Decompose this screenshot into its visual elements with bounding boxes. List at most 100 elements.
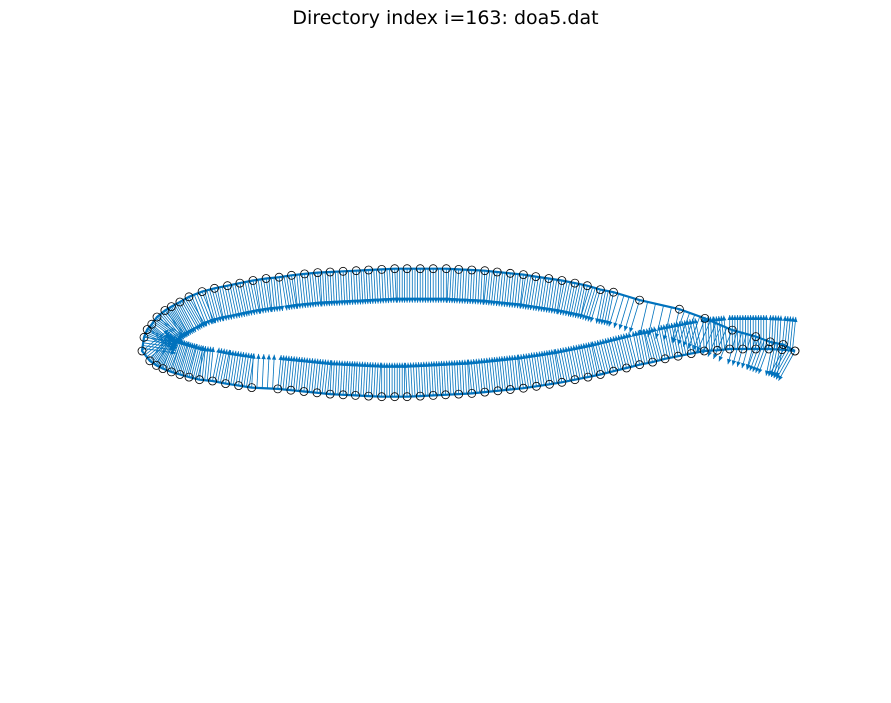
surface-point-marker bbox=[175, 370, 185, 379]
normal-arrow-head bbox=[793, 316, 798, 323]
surface-point-marker bbox=[532, 381, 541, 391]
normal-arrow bbox=[467, 269, 470, 304]
normal-arrow bbox=[415, 362, 418, 397]
normal-arrow bbox=[171, 339, 182, 373]
surface-point-marker bbox=[480, 387, 490, 397]
normal-arrow-head bbox=[513, 302, 518, 308]
surface-point-marker bbox=[166, 302, 176, 312]
normal-arrow bbox=[394, 268, 397, 303]
surface-point-marker bbox=[622, 363, 631, 373]
normal-arrow bbox=[322, 272, 325, 307]
normal-arrow bbox=[340, 271, 343, 306]
normal-arrow bbox=[684, 320, 692, 354]
normal-arrow bbox=[431, 361, 434, 396]
surface-point-marker bbox=[712, 345, 722, 355]
normal-arrow-head bbox=[196, 324, 201, 330]
normal-arrow bbox=[191, 295, 205, 328]
surface-point-marker bbox=[390, 264, 400, 274]
normal-arrow bbox=[301, 274, 306, 309]
normal-arrow bbox=[554, 348, 563, 383]
normal-arrow bbox=[177, 341, 189, 375]
normal-arrow bbox=[646, 328, 656, 362]
normal-arrow bbox=[553, 280, 560, 314]
normal-arrow bbox=[681, 320, 689, 355]
surface-point-marker bbox=[313, 268, 323, 278]
normal-arrow bbox=[185, 343, 196, 377]
normal-arrow bbox=[220, 349, 228, 383]
normal-arrow bbox=[329, 360, 333, 395]
normal-arrow bbox=[363, 270, 366, 305]
normal-arrow bbox=[278, 277, 283, 312]
normal-arrow bbox=[553, 349, 560, 383]
normal-arrow bbox=[167, 338, 181, 371]
surface-point-marker bbox=[454, 389, 464, 399]
normal-arrow bbox=[290, 356, 295, 391]
normal-arrow bbox=[211, 288, 222, 322]
normal-arrow bbox=[162, 336, 176, 369]
normal-arrow bbox=[243, 352, 250, 387]
normal-arrow-head bbox=[590, 316, 595, 323]
normal-arrow bbox=[632, 331, 640, 365]
normal-arrow bbox=[256, 353, 259, 388]
normal-arrow bbox=[319, 359, 324, 394]
normal-arrow-head bbox=[221, 348, 226, 355]
normal-arrow bbox=[188, 344, 198, 378]
normal-arrow bbox=[517, 354, 522, 389]
normal-arrow bbox=[467, 359, 470, 394]
normal-arrow bbox=[280, 355, 285, 390]
normal-arrow bbox=[606, 292, 614, 326]
surface-point-marker bbox=[325, 389, 335, 399]
normal-arrow bbox=[176, 340, 187, 374]
normal-arrow bbox=[265, 278, 272, 313]
surface-point-marker bbox=[184, 292, 194, 302]
normal-arrow bbox=[373, 269, 376, 304]
surface-point-marker bbox=[570, 278, 580, 288]
normal-arrow bbox=[257, 279, 264, 314]
normal-arrow-head bbox=[567, 311, 572, 317]
normal-arrow bbox=[221, 286, 230, 321]
surface-point-marker bbox=[492, 267, 502, 277]
normal-arrow bbox=[623, 333, 633, 367]
normal-arrow bbox=[481, 358, 486, 393]
normal-arrow-head bbox=[595, 318, 600, 324]
normal-arrow bbox=[617, 334, 627, 369]
normal-arrow bbox=[567, 283, 576, 317]
normal-arrow bbox=[293, 356, 298, 391]
normal-arrow bbox=[749, 338, 762, 371]
surface-point-marker bbox=[364, 391, 374, 401]
normal-arrow bbox=[193, 294, 208, 327]
normal-arrow bbox=[190, 344, 200, 378]
normal-arrow bbox=[474, 270, 478, 305]
surface-point-marker bbox=[505, 268, 515, 278]
normal-arrow-head bbox=[243, 352, 248, 358]
normal-arrow bbox=[324, 272, 328, 307]
normal-arrow bbox=[317, 272, 322, 307]
normal-arrow bbox=[560, 347, 568, 382]
normal-arrow bbox=[702, 316, 705, 352]
normal-arrow bbox=[227, 285, 235, 320]
normal-arrow bbox=[640, 329, 648, 364]
normal-arrow bbox=[433, 361, 437, 396]
normal-arrow-head bbox=[494, 300, 500, 307]
normal-arrow bbox=[446, 268, 450, 303]
surface-point-marker bbox=[221, 379, 231, 389]
surface-point-marker bbox=[234, 381, 244, 391]
normal-arrow bbox=[201, 346, 206, 381]
surface-point-marker bbox=[248, 276, 258, 285]
normal-arrow bbox=[209, 346, 214, 381]
surface-point-marker bbox=[274, 272, 284, 282]
normal-arrow bbox=[425, 361, 429, 396]
normal-arrow bbox=[179, 341, 190, 375]
normal-arrow bbox=[532, 276, 539, 311]
normal-arrow bbox=[663, 307, 672, 341]
normal-arrow bbox=[303, 357, 308, 392]
normal-arrow-head bbox=[752, 366, 757, 372]
normal-arrow bbox=[511, 355, 516, 390]
normal-arrow-head bbox=[457, 298, 463, 304]
normal-arrow bbox=[169, 307, 188, 337]
normal-arrow bbox=[405, 362, 408, 397]
normal-arrow bbox=[509, 273, 514, 308]
normal-arrow-head bbox=[713, 353, 718, 359]
normal-arrow bbox=[575, 284, 583, 318]
normal-arrow bbox=[261, 354, 265, 389]
